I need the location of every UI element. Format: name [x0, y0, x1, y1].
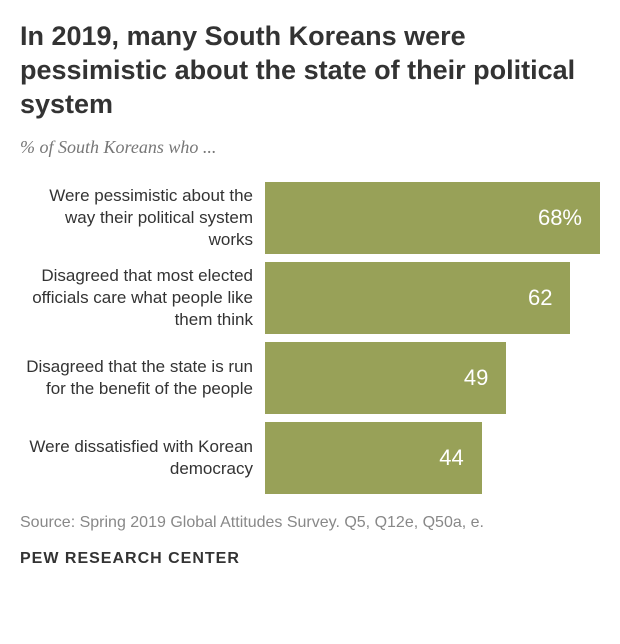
bar-label: Were dissatisfied with Korean democracy	[20, 436, 265, 480]
bar-area: 44	[265, 422, 600, 494]
bar-value: 68%	[538, 205, 582, 231]
bar-value: 49	[464, 365, 488, 391]
bar-value: 62	[528, 285, 552, 311]
bar-label: Disagreed that the state is run for the …	[20, 356, 265, 400]
bar-row: Were pessimistic about the way their pol…	[20, 182, 600, 254]
bar-area: 62	[265, 262, 600, 334]
bar-row: Were dissatisfied with Korean democracy …	[20, 422, 600, 494]
bars-container: Were pessimistic about the way their pol…	[20, 182, 600, 494]
bar-value: 44	[439, 445, 463, 471]
bar-area: 68%	[265, 182, 600, 254]
bar-area: 49	[265, 342, 600, 414]
chart-title: In 2019, many South Koreans were pessimi…	[20, 20, 600, 121]
bar-label: Were pessimistic about the way their pol…	[20, 185, 265, 251]
bar-row: Disagreed that the state is run for the …	[20, 342, 600, 414]
source-note: Source: Spring 2019 Global Attitudes Sur…	[20, 514, 600, 532]
attribution: PEW RESEARCH CENTER	[20, 550, 600, 568]
bar: 49	[265, 342, 506, 414]
bar-row: Disagreed that most elected officials ca…	[20, 262, 600, 334]
chart-subtitle: % of South Koreans who ...	[20, 137, 600, 158]
bar: 68%	[265, 182, 600, 254]
bar: 44	[265, 422, 482, 494]
bar: 62	[265, 262, 570, 334]
bar-label: Disagreed that most elected officials ca…	[20, 265, 265, 331]
